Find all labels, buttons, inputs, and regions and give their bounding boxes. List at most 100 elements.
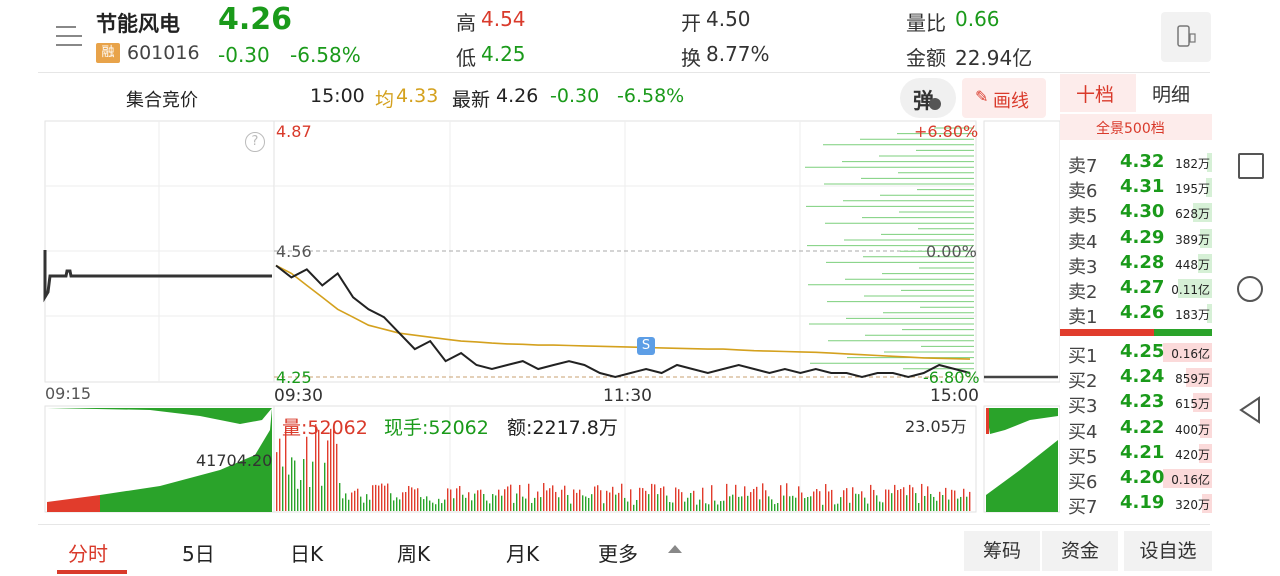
volume-max-label: 23.05万 — [905, 417, 967, 436]
volume-bar — [339, 483, 341, 511]
ask-row[interactable]: 卖7 4.32 182万 — [1066, 150, 1212, 177]
level-volume: 320万 — [1175, 498, 1210, 513]
time-label-1500: 15:00 — [930, 386, 979, 406]
ask-row[interactable]: 卖3 4.28 448万 — [1066, 251, 1212, 278]
volume-bar — [930, 493, 932, 511]
volume-bar — [936, 500, 938, 511]
volume-bar — [540, 497, 542, 511]
volume-bar — [498, 489, 500, 511]
volume-bar — [672, 502, 674, 511]
volume-bar — [879, 501, 881, 511]
chips-button[interactable]: 筹码 — [964, 531, 1040, 571]
tab-intraday[interactable]: 分时 — [68, 542, 108, 566]
volume-bar — [819, 491, 821, 511]
volume-bar — [573, 489, 575, 511]
tab-details[interactable]: 明细 — [1152, 84, 1191, 106]
ask-row[interactable]: 卖4 4.29 389万 — [1066, 226, 1212, 253]
volume-bar — [1163, 343, 1212, 362]
level-label: 买7 — [1068, 497, 1098, 519]
volume-bar — [561, 489, 563, 511]
intraday-chart[interactable] — [0, 0, 1060, 520]
recent-apps-button[interactable] — [1238, 153, 1264, 179]
volume-bar — [459, 486, 461, 511]
stock-code: 601016 — [127, 42, 200, 64]
ask-row[interactable]: 卖5 4.30 628万 — [1066, 200, 1212, 227]
volume-bar — [693, 490, 695, 511]
bid-row[interactable]: 买3 4.23 615万 — [1066, 390, 1212, 417]
turnover-label: 换 — [681, 46, 701, 70]
volume-bar — [570, 503, 572, 511]
price-axis-high: 4.87 — [276, 122, 312, 141]
volume-bar — [456, 488, 458, 511]
ask-row[interactable]: 卖1 4.26 183万 — [1066, 301, 1212, 329]
tab-month-k[interactable]: 月K — [506, 542, 540, 566]
tab-more[interactable]: 更多 — [598, 542, 638, 566]
pct-axis-mid: 0.00% — [926, 242, 977, 261]
bid-row[interactable]: 买2 4.24 859万 — [1066, 365, 1212, 392]
ask-row[interactable]: 卖2 4.27 0.11亿 — [1066, 276, 1212, 303]
tab-week-k[interactable]: 周K — [397, 542, 431, 566]
volume-bar — [777, 503, 779, 511]
volume-bar — [1198, 253, 1212, 273]
volume-bar — [867, 503, 869, 511]
draw-line-button[interactable]: ✎ 画线 — [962, 78, 1046, 118]
danmu-off-icon — [929, 98, 941, 110]
volume-bar — [477, 490, 479, 511]
info-change-pct: -6.58% — [617, 85, 685, 107]
volume-bar — [648, 494, 650, 511]
volume-bar — [750, 492, 752, 511]
price-line — [275, 264, 971, 379]
volume-bar — [927, 486, 929, 511]
volume-bar — [387, 483, 389, 511]
add-watchlist-button[interactable]: 设自选 — [1124, 531, 1212, 571]
triangle-up-icon[interactable] — [668, 545, 682, 553]
volume-bar — [438, 498, 440, 511]
ask-row[interactable]: 卖6 4.31 195万 — [1066, 175, 1212, 202]
bid-row[interactable]: 买6 4.20 0.16亿 — [1066, 466, 1212, 493]
amount-value: 22.94亿 — [955, 46, 1033, 70]
volume-bar — [876, 495, 878, 511]
volume-bar — [330, 428, 332, 511]
volume-bar — [369, 499, 371, 511]
volume-bar — [780, 485, 782, 511]
vol-ratio-value: 0.66 — [955, 7, 1000, 31]
volume-bar — [390, 493, 392, 511]
marker-s[interactable]: S — [637, 337, 655, 355]
volume-bar — [1207, 153, 1212, 172]
volume-bar — [804, 498, 806, 511]
volume-bar — [954, 490, 956, 511]
menu-icon[interactable] — [56, 24, 84, 48]
volume-bar — [552, 485, 554, 511]
bid-row[interactable]: 买7 4.19 320万 — [1066, 491, 1212, 519]
volume-bar — [444, 499, 446, 511]
full-depth-button[interactable]: 全景500档 — [1060, 114, 1212, 140]
home-button[interactable] — [1237, 276, 1263, 302]
price-axis-low: 4.25 — [276, 368, 312, 387]
tab-five-day[interactable]: 5日 — [182, 542, 215, 566]
tab-day-k[interactable]: 日K — [290, 542, 324, 566]
volume-bar — [699, 499, 701, 511]
bid-row[interactable]: 买1 4.25 0.16亿 — [1066, 340, 1212, 367]
danmu-button[interactable]: 弹 — [900, 78, 956, 118]
volume-chart[interactable] — [0, 0, 1060, 520]
tab-ten-levels[interactable]: 十档 — [1060, 74, 1136, 112]
volume-bar — [711, 485, 713, 511]
volume-bar — [327, 440, 329, 511]
level-price: 4.23 — [1120, 391, 1165, 413]
level-label: 卖1 — [1068, 307, 1098, 329]
phone-mode-button[interactable] — [1161, 12, 1211, 62]
funds-button[interactable]: 资金 — [1042, 531, 1118, 571]
bid-row[interactable]: 买4 4.22 400万 — [1066, 416, 1212, 443]
volume-bar — [567, 494, 569, 511]
volume-bar — [360, 496, 362, 511]
volume-bar — [309, 487, 311, 511]
volume-bar — [630, 489, 632, 511]
back-button[interactable] — [1237, 396, 1263, 424]
volume-bar — [378, 485, 380, 511]
level-volume: 182万 — [1175, 157, 1210, 171]
bid-row[interactable]: 买5 4.21 420万 — [1066, 441, 1212, 468]
help-icon[interactable]: ? — [245, 132, 265, 152]
latest-label: 最新 — [452, 89, 491, 111]
level-volume: 0.16亿 — [1171, 473, 1210, 487]
level-price: 4.26 — [1120, 302, 1165, 324]
